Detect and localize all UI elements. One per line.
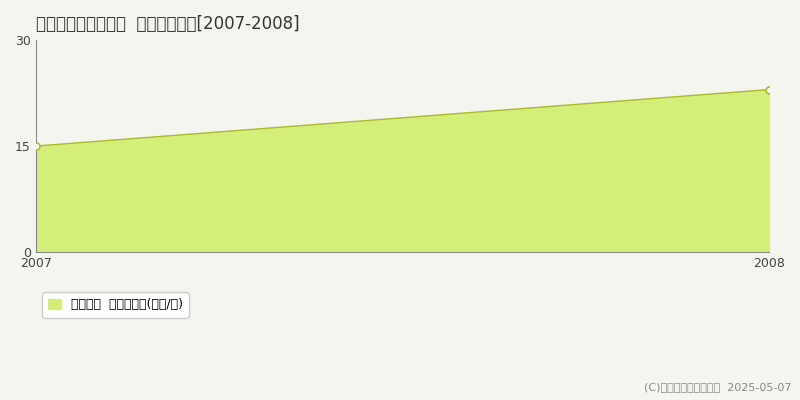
Legend: 土地価格  平均坪単価(万円/坪): 土地価格 平均坪単価(万円/坪) [42,292,189,318]
Text: 邑楽郡大泉町いずみ  土地価格推移[2007-2008]: 邑楽郡大泉町いずみ 土地価格推移[2007-2008] [36,15,299,33]
Text: (C)土地価格ドットコム  2025-05-07: (C)土地価格ドットコム 2025-05-07 [645,382,792,392]
